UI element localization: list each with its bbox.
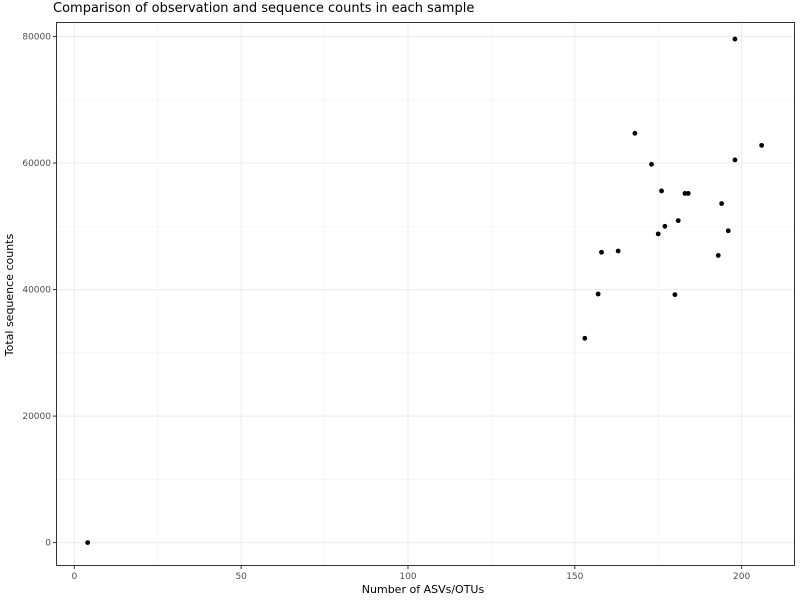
data-point (672, 292, 678, 298)
plot-border (56, 22, 795, 566)
data-point (682, 191, 688, 196)
data-point (725, 228, 731, 234)
chart-title: Comparison of observation and sequence c… (53, 1, 475, 16)
x-tick-label: 100 (399, 572, 416, 582)
x-tick-label: 0 (71, 572, 77, 582)
data-point (595, 291, 601, 297)
y-tick-label: 40000 (22, 286, 51, 296)
x-axis-title: Number of ASVs/OTUs (362, 583, 485, 596)
data-point (675, 218, 681, 224)
data-point (632, 130, 638, 136)
x-tick-label: 50 (235, 572, 247, 582)
data-point (715, 253, 721, 258)
y-axis-title: Total sequence counts (3, 234, 16, 358)
y-tick-label: 0 (45, 539, 51, 549)
data-point (85, 540, 91, 545)
y-axis-ticks: 0 20000 40000 60000 80000 (22, 33, 56, 549)
data-point (655, 231, 661, 237)
y-tick-label: 60000 (22, 159, 51, 169)
data-point (615, 248, 621, 254)
data-point (719, 201, 725, 206)
x-tick-label: 150 (566, 572, 583, 582)
data-point (759, 142, 765, 148)
data-point (662, 223, 668, 229)
minor-gridlines (56, 22, 795, 566)
data-point (649, 161, 654, 167)
x-tick-label: 200 (733, 572, 750, 582)
data-point (685, 191, 691, 196)
data-point (732, 157, 738, 163)
data-point (582, 335, 588, 341)
x-axis-ticks: 0 50 100 150 200 (71, 566, 750, 582)
plot-panel (56, 22, 795, 566)
major-gridlines (56, 22, 795, 566)
data-point (599, 249, 604, 255)
y-tick-label: 80000 (22, 33, 51, 43)
data-points (85, 36, 765, 545)
y-tick-label: 20000 (22, 412, 51, 422)
data-point (659, 188, 664, 194)
data-point (732, 36, 738, 42)
